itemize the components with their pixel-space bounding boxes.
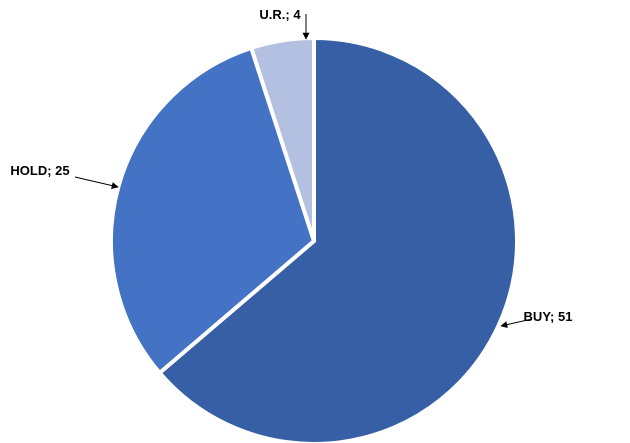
data-label-buy: BUY; 51 <box>524 309 573 324</box>
pie-slices <box>109 35 519 443</box>
pie-slice-buy <box>156 35 519 443</box>
pie-slice-u-r <box>248 35 316 242</box>
data-label-u-r: U.R.; 4 <box>259 7 301 22</box>
data-label-hold: HOLD; 25 <box>10 163 69 178</box>
leader-arrow-hold <box>74 176 119 189</box>
data-labels: BUY; 51 HOLD; 25 U.R.; 4 <box>10 7 572 324</box>
leader-arrow-buy <box>500 318 533 329</box>
leader-lines <box>74 14 533 329</box>
